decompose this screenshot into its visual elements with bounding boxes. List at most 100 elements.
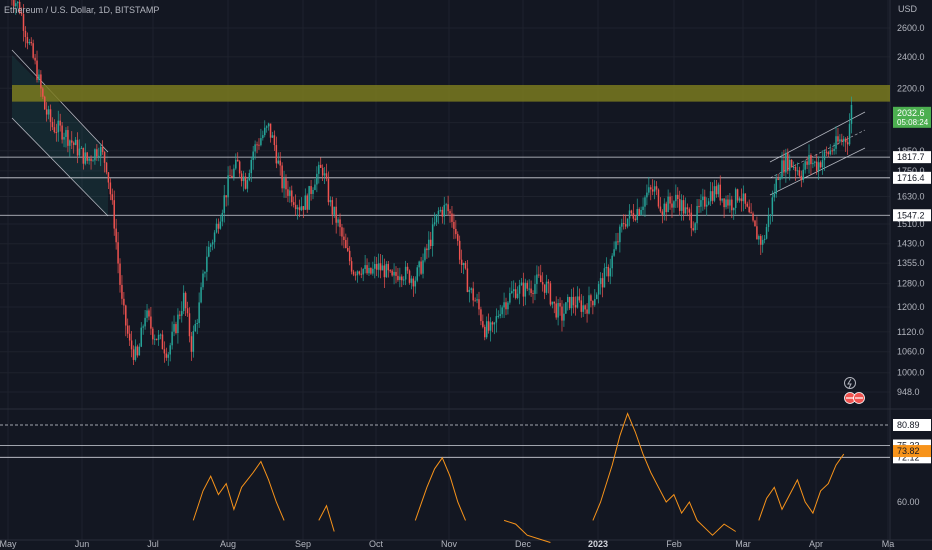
candle-body [126, 325, 129, 334]
candle-body [13, 0, 15, 7]
candle-body [179, 314, 181, 316]
candle-body [337, 219, 339, 223]
candle-body [617, 241, 619, 243]
candle-body [428, 239, 430, 251]
candle-body [590, 295, 592, 301]
candle-body [651, 189, 654, 192]
candle-body [225, 195, 227, 198]
candle-body [300, 206, 303, 211]
candle-body [607, 266, 610, 277]
candle-body [626, 218, 629, 227]
candle-body [765, 227, 768, 239]
candle-body [296, 207, 299, 210]
candle-body [507, 302, 509, 310]
price-tick-label: 1430.0 [897, 239, 925, 249]
candle-body [171, 331, 173, 346]
candle-body [182, 292, 185, 312]
candle-body [184, 292, 187, 309]
candle-body [650, 187, 652, 190]
candle-body [368, 267, 370, 274]
candle-body [783, 160, 785, 173]
candle-body [289, 190, 291, 196]
candle-body [540, 275, 542, 283]
candle-body [700, 200, 702, 207]
candle-body [790, 159, 793, 168]
candle-body [559, 302, 561, 307]
candle-body [157, 334, 160, 340]
candle-body [823, 151, 826, 161]
candle-body [148, 310, 150, 317]
candle-body [466, 268, 469, 292]
candle-body [511, 291, 513, 294]
indicator-level-tag-2: 72.12 [897, 452, 920, 462]
candle-body [487, 321, 490, 331]
candle-body [690, 212, 693, 229]
price-tick-label: 2200.0 [897, 83, 925, 93]
candle-body [570, 296, 573, 309]
candle-body [549, 283, 552, 305]
symbol-legend[interactable]: Ethereum / U.S. Dollar, 1D, BITSTAMP [4, 5, 160, 15]
candle-body [522, 282, 525, 297]
candle-body [32, 43, 34, 58]
candle-body [211, 242, 214, 245]
candle-body [588, 295, 590, 314]
candle-body [96, 149, 98, 157]
candle-body [433, 222, 436, 225]
event-icons[interactable] [844, 377, 865, 404]
candle-body [287, 189, 289, 196]
candle-body [393, 271, 395, 276]
candles [11, 0, 853, 366]
candle-body [808, 154, 810, 165]
candle-body [833, 148, 835, 152]
indicator-tick-label: 60.00 [897, 497, 920, 507]
candle-body [229, 175, 231, 177]
candle-body [678, 199, 681, 211]
candle-body [526, 282, 528, 289]
candle-body [188, 313, 191, 337]
candle-body [244, 176, 247, 189]
candle-body [420, 261, 422, 274]
candle-body [250, 159, 252, 174]
time-tick-label: Dec [515, 539, 532, 549]
candle-body [653, 186, 656, 192]
candle-body [381, 265, 384, 271]
candle-body [314, 184, 316, 190]
price-tick-label: 1750.0 [897, 166, 925, 176]
candle-body [412, 278, 415, 287]
candle-body [655, 186, 658, 190]
candle-body [609, 268, 611, 277]
candle-body [480, 309, 482, 322]
resistance-zone[interactable] [12, 85, 890, 102]
candle-body [80, 147, 83, 149]
candle-body [140, 327, 142, 347]
current-price-tag: 2032.6 [897, 108, 925, 118]
candle-body [563, 313, 565, 321]
candle-body [61, 125, 63, 140]
price-tick-label: 1630.0 [897, 191, 925, 201]
candle-body [796, 170, 799, 172]
candle-body [534, 284, 536, 294]
candle-body [233, 168, 235, 178]
candle-body [719, 184, 721, 201]
candle-body [812, 162, 814, 165]
candle-body [621, 223, 623, 227]
candle-body [279, 160, 281, 166]
candle-body [677, 194, 679, 200]
candle-body [746, 203, 749, 207]
candle-body [777, 178, 779, 180]
candle-body [769, 214, 772, 216]
candle-body [794, 166, 797, 171]
candle-body [16, 1, 19, 4]
candle-body [709, 191, 712, 202]
time-axis[interactable]: May Jun Jul Aug Sep Oct Nov Dec 2023 Feb Mar Apr Ma [0, 539, 894, 549]
candle-body [406, 266, 409, 271]
time-tick-label: Mar [735, 539, 751, 549]
candle-body [181, 311, 183, 316]
price-tick-label: 948.0 [897, 387, 920, 397]
price-tick-label: 1280.0 [897, 279, 925, 289]
candle-body [611, 255, 613, 269]
candle-body [634, 218, 637, 220]
price-axis[interactable]: 2600.02400.02200.02000.01850.01750.01630… [897, 23, 925, 507]
candle-body [748, 206, 750, 213]
